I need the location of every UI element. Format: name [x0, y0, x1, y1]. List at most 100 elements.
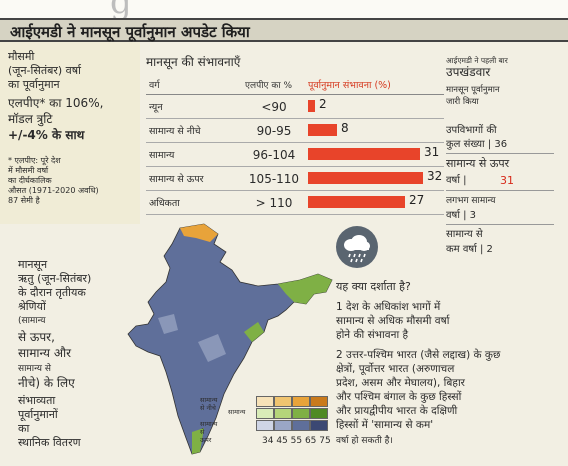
probability-table-header: वर्ग एलपीए का % पूर्वानुमान संभावना (%) — [146, 75, 444, 95]
probability-value: 8 — [341, 121, 349, 135]
row-lpa: 105-110 — [244, 166, 304, 191]
map-desc-5: (सामान्य — [18, 316, 46, 326]
legend-swatch — [292, 408, 310, 419]
probability-bar — [308, 148, 420, 160]
map-desc-4: श्रेणियों — [18, 300, 46, 313]
point2-line-2: क्षेत्रों, पूर्वोत्तर भारत (अरुणाचल — [336, 363, 455, 375]
legend-swatch — [310, 408, 328, 419]
below-normal-line-2: कम वर्षा | 2 — [446, 244, 493, 255]
legend-swatch — [310, 396, 328, 407]
rain-cloud-icon — [336, 226, 378, 268]
point2-line-4: और पश्चिम बंगाल के कुछ हिस्सों — [336, 391, 462, 403]
divider — [446, 190, 554, 191]
explanation-question: यह क्या दर्शाता है? — [336, 280, 411, 293]
map-desc-11: पूर्वानुमानों — [18, 408, 58, 421]
map-desc-9: नीचे) के लिए — [18, 376, 75, 390]
legend-swatch — [292, 396, 310, 407]
summary-line-2: (जून-सितंबर) वर्षा — [8, 64, 81, 77]
legend-swatch — [274, 420, 292, 431]
above-normal-line-1: सामान्य से ऊपर — [446, 157, 510, 170]
summary-line-3: का पूर्वानुमान — [8, 78, 60, 91]
map-desc-13: स्थानिक वितरण — [18, 436, 81, 449]
count-line-1: उपविभागों की — [446, 125, 497, 136]
table-row: सामान्य 96-104 31 — [146, 142, 444, 167]
lpa-note-4: औसत (1971-2020 अवधि) — [8, 186, 99, 195]
point2-line-6: हिस्सों में 'सामान्य से कम' — [336, 419, 434, 431]
summary-line-1: मौसमी — [8, 50, 35, 63]
legend-swatch — [292, 420, 310, 431]
row-lpa: > 110 — [244, 190, 304, 215]
header-probability: पूर्वानुमान संभावना (%) — [304, 75, 444, 95]
subdivision-title: उपखंडवार — [446, 65, 491, 79]
legend-swatch — [274, 408, 292, 419]
row-lpa: <90 — [244, 94, 304, 119]
above-normal-line-2: वर्षा | — [446, 175, 467, 186]
probability-bar — [308, 196, 405, 208]
probability-value: 27 — [409, 193, 425, 207]
divider — [446, 153, 554, 154]
lpa-note-5: 87 सेमी है — [8, 196, 40, 205]
india-probability-map — [118, 222, 338, 462]
table-row: न्यून <90 2 — [146, 94, 444, 119]
legend-label-above: सामान्य से ऊपर — [200, 420, 218, 444]
header-lpa: एलपीए का % — [244, 75, 304, 95]
row-bar-cell: 32 — [304, 166, 444, 191]
row-bar-cell: 2 — [304, 94, 444, 119]
headline: आईएमडी ने मानसून पूर्वानुमान अपडेट किया — [10, 23, 250, 41]
legend-label-below: सामान्य से नीचे — [200, 396, 218, 412]
point1-line-2: सामान्य से अधिक मौसमी वर्षा — [336, 315, 450, 327]
summary-line-6: +/-4% के साथ — [8, 128, 85, 142]
count-line-2: कुल संख्या | 36 — [446, 139, 508, 150]
probability-value: 31 — [424, 145, 440, 159]
top-strip: g — [0, 0, 568, 18]
subdivision-subtitle-2: जारी किया — [446, 97, 479, 107]
lpa-note-1: * एलपीए: पूरे देश — [8, 156, 61, 165]
point2-line-7: वर्षा हो सकती है। — [336, 436, 393, 446]
row-bar-cell: 27 — [304, 190, 444, 215]
map-desc-3: के दौरान तृतीयक — [18, 286, 86, 299]
point2-line-3: प्रदेश, असम और मेघालय), बिहार — [336, 377, 465, 389]
point2-line-5: और प्रायद्वीपीय भारत के दक्षिणी — [336, 405, 458, 417]
map-desc-7: सामान्य और — [18, 346, 72, 360]
probability-table: वर्ग एलपीए का % पूर्वानुमान संभावना (%) … — [146, 75, 444, 215]
map-desc-12: का — [18, 422, 30, 435]
legend-swatch — [256, 420, 274, 431]
row-category: अधिकता — [146, 190, 244, 215]
row-bar-cell: 31 — [304, 142, 444, 167]
probability-value: 2 — [319, 97, 327, 111]
probability-table-title: मानसून की संभावनाएँ — [146, 55, 241, 69]
row-lpa: 90-95 — [244, 118, 304, 143]
row-category: सामान्य से नीचे — [146, 118, 244, 143]
row-bar-cell: 8 — [304, 118, 444, 143]
lpa-note-2: में मौसमी वर्षा — [8, 166, 49, 175]
legend-scale: 34 45 55 65 75 — [262, 436, 331, 446]
legend-swatch — [274, 396, 292, 407]
point1-line-1: 1 देश के अधिकांश भागों में — [336, 301, 441, 313]
first-time-note: आईएमडी ने पहली बार — [446, 56, 508, 65]
probability-bar — [308, 100, 315, 112]
above-normal-count: 31 — [500, 174, 514, 187]
row-lpa: 96-104 — [244, 142, 304, 167]
table-row: सामान्य से ऊपर 105-110 32 — [146, 166, 444, 191]
forecast-summary-panel: मौसमी (जून-सितंबर) वर्षा का पूर्वानुमान … — [0, 42, 140, 224]
headline-bar: आईएमडी ने मानसून पूर्वानुमान अपडेट किया — [0, 18, 568, 42]
summary-line-4: एलपीए* का 106%, — [8, 96, 104, 110]
row-category: सामान्य से ऊपर — [146, 166, 244, 191]
legend-swatch — [256, 408, 274, 419]
lpa-note-3: का दीर्घकालिक — [8, 176, 52, 185]
point2-line-1: 2 उत्तर-पश्चिम भारत (जैसे लद्दाख) के कुछ — [336, 349, 501, 361]
legend-swatch — [256, 396, 274, 407]
table-row: अधिकता > 110 27 — [146, 190, 444, 215]
map-desc-1: मानसून — [18, 258, 48, 271]
probability-bar — [308, 124, 337, 136]
legend-label-normal: सामान्य — [228, 408, 246, 416]
below-normal-line-1: सामान्य से — [446, 229, 483, 240]
map-desc-2: ऋतु (जून-सितंबर) — [18, 272, 92, 285]
header-category: वर्ग — [146, 75, 244, 95]
divider — [446, 224, 554, 225]
near-normal-line-2: वर्षा | 3 — [446, 210, 477, 221]
map-desc-10: संभाव्यता — [18, 394, 56, 407]
point1-line-3: होने की संभावना है — [336, 329, 409, 341]
row-category: न्यून — [146, 94, 244, 119]
probability-bar — [308, 172, 423, 184]
